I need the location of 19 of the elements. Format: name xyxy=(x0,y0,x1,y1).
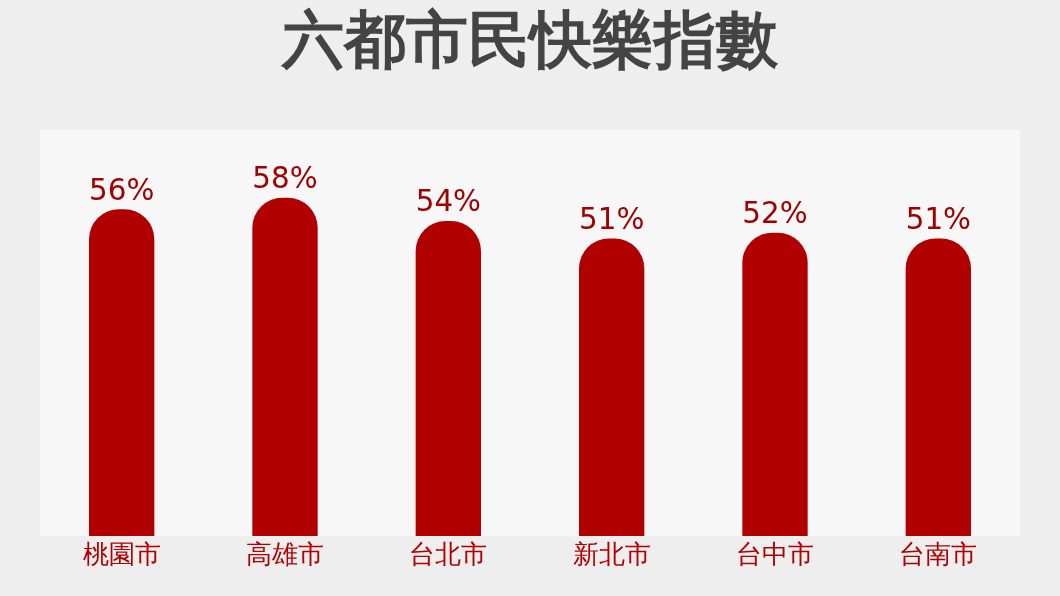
chart-title: 六都市民快樂指數 xyxy=(280,3,779,77)
bar xyxy=(579,238,645,536)
x-tick-label: 台中市 xyxy=(736,539,814,569)
data-label: 54% xyxy=(415,184,481,219)
data-label: 51% xyxy=(905,201,971,236)
x-tick-label: 新北市 xyxy=(572,539,651,569)
x-tick-label: 台南市 xyxy=(899,539,978,569)
bar xyxy=(742,232,808,536)
x-tick-label: 台北市 xyxy=(409,539,488,569)
data-label: 52% xyxy=(742,196,808,231)
data-label: 58% xyxy=(252,161,318,196)
bar xyxy=(415,221,481,536)
bar xyxy=(905,238,971,536)
data-label: 51% xyxy=(579,201,645,236)
data-label: 56% xyxy=(89,172,155,207)
x-tick-label: 高雄市 xyxy=(246,539,324,569)
bar xyxy=(252,197,318,536)
bar xyxy=(89,209,155,536)
x-tick-label: 桃園市 xyxy=(82,539,161,569)
